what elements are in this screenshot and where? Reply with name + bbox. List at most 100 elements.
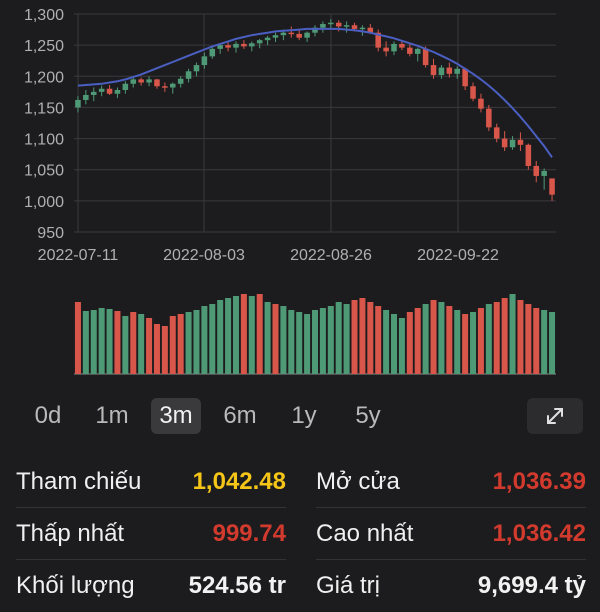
tab-6m[interactable]: 6m (223, 402, 257, 429)
volume-bar (549, 312, 556, 374)
candle-body (304, 32, 310, 38)
candle-body (383, 47, 389, 52)
volume-bar (351, 300, 358, 374)
candle-body (296, 33, 302, 38)
volume-bars (74, 294, 556, 375)
candle-body (177, 78, 184, 84)
volume-bar (501, 298, 508, 374)
candle-body (114, 89, 121, 94)
candle-body (162, 86, 168, 88)
candle-body (138, 79, 144, 83)
volume-bar (296, 312, 303, 374)
period-tabs: 0d 1m 3m 6m 1y 5y (16, 396, 400, 436)
y-tick-label: 950 (37, 225, 64, 242)
volume-bar (454, 310, 461, 374)
candle-body (185, 71, 192, 79)
y-tick-label: 1,100 (24, 132, 64, 149)
stat-high: Cao nhất 1,036.42 (316, 508, 586, 560)
chart-grid (74, 13, 556, 233)
volume-bar (232, 296, 239, 374)
volume-bar (201, 306, 208, 374)
volume-bar (280, 306, 287, 374)
candle-body (264, 37, 271, 41)
stat-value: 9,699.4 tỷ (477, 572, 586, 599)
expand-chart-button[interactable] (527, 398, 583, 434)
stat-label: Cao nhất (316, 520, 414, 547)
divider (16, 507, 286, 508)
volume-bar (406, 312, 413, 374)
candle-body (367, 27, 374, 33)
candle-body (320, 23, 326, 28)
candle-body (351, 25, 358, 29)
volume-bar (122, 316, 129, 374)
stat-reference: Tham chiếu 1,042.48 (16, 456, 286, 508)
volume-bar (430, 300, 437, 374)
volume-bar (177, 314, 184, 374)
candle-body (414, 48, 421, 54)
candle-body (225, 45, 231, 48)
candle-body (170, 83, 176, 88)
y-tick-label: 1,150 (24, 100, 64, 117)
volume-bar (288, 310, 295, 374)
candle-body (106, 88, 113, 94)
y-tick-label: 1,300 (24, 7, 64, 24)
volume-bar (391, 314, 398, 374)
candle-body (541, 170, 547, 176)
divider (16, 559, 286, 560)
candle-body (122, 83, 129, 90)
volume-bar (517, 300, 524, 374)
candle-body (391, 43, 397, 52)
candle-body (256, 40, 263, 44)
candle-body (501, 138, 508, 148)
candle-body (517, 139, 524, 145)
tab-1y[interactable]: 1y (291, 402, 317, 429)
x-tick-label: 2022-08-03 (163, 247, 245, 264)
expand-arrows-icon (547, 408, 563, 424)
volume-bar (304, 314, 311, 374)
x-tick-label: 2022-09-22 (417, 247, 499, 264)
candle-body (430, 65, 437, 76)
volume-bar (414, 308, 421, 374)
volume-bar (525, 304, 532, 374)
price-chart[interactable]: 1,300 1,250 1,200 1,150 1,100 1,050 1,000 950 2… (0, 0, 600, 392)
tab-5y[interactable]: 5y (355, 402, 381, 429)
volume-bar (446, 306, 453, 374)
candle-body (193, 65, 200, 72)
volume-bar (90, 310, 97, 374)
y-tick-label: 1,250 (24, 38, 64, 55)
candle-body (288, 32, 295, 35)
volume-bar (106, 309, 113, 374)
y-tick-label: 1,200 (24, 69, 64, 86)
candlestick-series (75, 18, 555, 201)
volume-bar (493, 302, 500, 374)
stat-value: 1,042.48 (192, 468, 286, 495)
volume-bar (256, 294, 263, 374)
tab-0d[interactable]: 0d (34, 402, 62, 429)
volume-bar (169, 316, 176, 374)
candle-body (454, 68, 460, 74)
volume-bar (383, 310, 390, 374)
candle-body (478, 98, 484, 109)
volume-bar (114, 311, 121, 374)
candle-body (130, 79, 137, 84)
tab-1m[interactable]: 1m (95, 402, 129, 429)
candle-body (233, 43, 239, 48)
volume-bar (343, 304, 350, 374)
tab-3m[interactable]: 3m (151, 398, 201, 434)
stat-open: Mở cửa 1,036.39 (316, 456, 586, 508)
candle-body (509, 139, 516, 148)
stat-value: 524.56 tr (188, 572, 286, 599)
volume-bar (217, 300, 224, 374)
volume-bar (185, 312, 192, 374)
volume-bar (272, 304, 279, 374)
volume-bar (359, 298, 366, 374)
volume-bar (240, 294, 247, 374)
volume-bar (98, 308, 105, 374)
candle-body (146, 79, 152, 83)
candle-body (359, 27, 366, 30)
candle-body (493, 127, 500, 139)
candle-body (375, 32, 381, 48)
volume-bar (248, 296, 255, 374)
candle-body (201, 56, 208, 66)
candle-body (549, 178, 555, 195)
